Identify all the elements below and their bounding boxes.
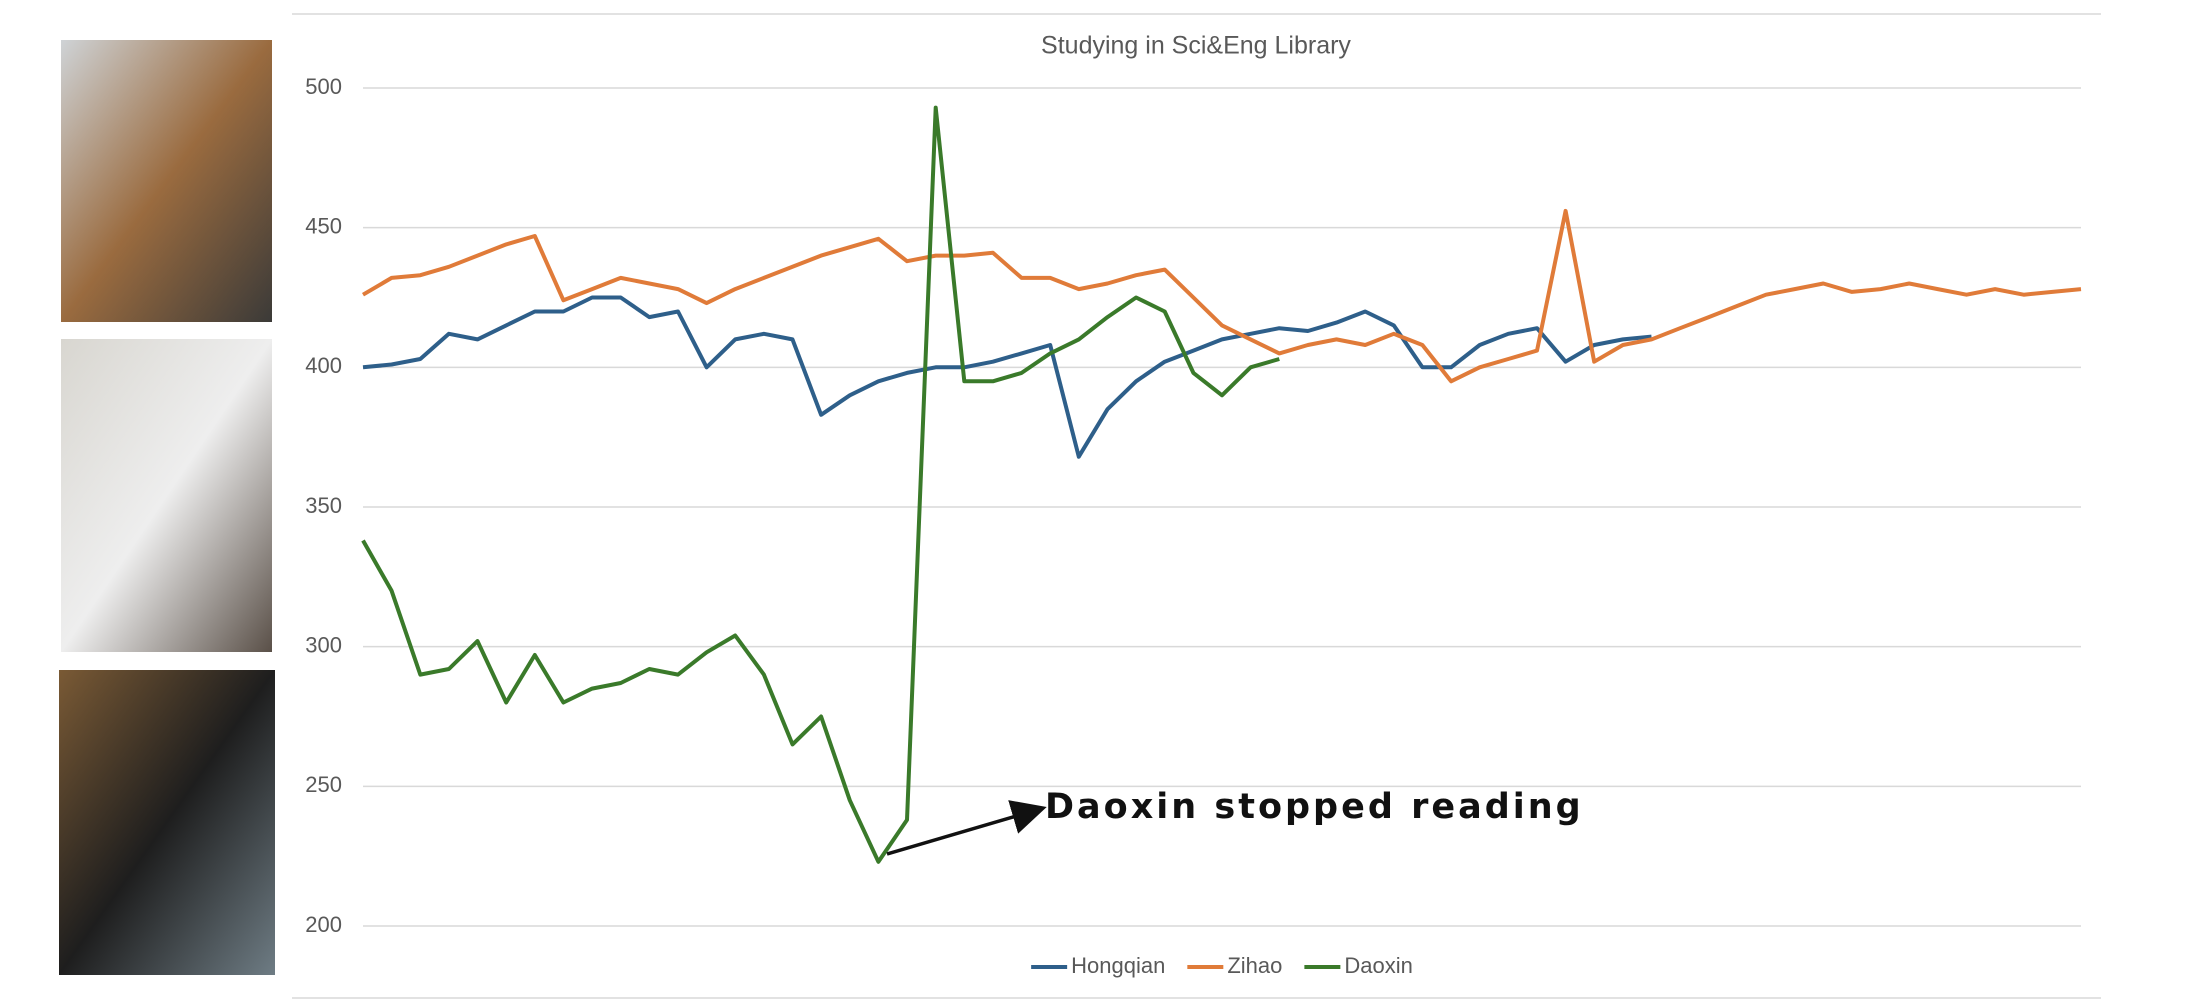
y-tick-label: 450 <box>305 213 342 238</box>
annotation: Daoxin stopped reading <box>1045 787 1584 827</box>
photo <box>59 670 275 975</box>
series-line <box>362 295 1652 459</box>
y-tick-label: 400 <box>305 353 342 378</box>
series-line <box>361 105 1280 864</box>
photo <box>61 339 272 652</box>
y-tick-label: 500 <box>305 74 342 99</box>
series-line <box>361 208 2082 384</box>
annotation-arrow <box>886 800 1047 856</box>
legend-label: Daoxin <box>1344 953 1412 978</box>
y-tick-label: 350 <box>305 493 342 518</box>
chart-title: Studying in Sci&Eng Library <box>1041 32 1351 60</box>
photo <box>61 40 272 322</box>
y-tick-label: 200 <box>305 912 342 937</box>
y-tick-label: 300 <box>305 632 342 657</box>
legend-label: Hongqian <box>1071 953 1165 978</box>
legend-label: Zihao <box>1227 953 1282 978</box>
y-tick-label: 250 <box>305 772 342 797</box>
